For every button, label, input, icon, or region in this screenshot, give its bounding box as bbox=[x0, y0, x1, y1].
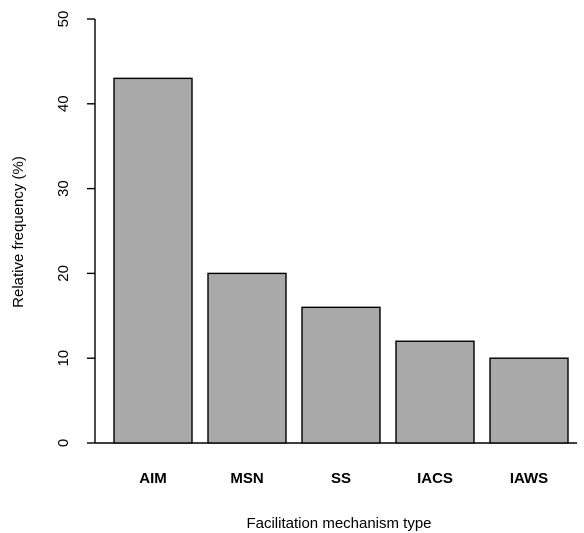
bar-iacs bbox=[395, 340, 475, 444]
y-tick-label: 20 bbox=[55, 265, 72, 282]
x-axis-title: Facilitation mechanism type bbox=[246, 515, 431, 532]
bar-iaws bbox=[489, 357, 569, 444]
y-tick-label: 50 bbox=[55, 11, 72, 28]
y-tick-label: 30 bbox=[55, 180, 72, 197]
bars bbox=[113, 77, 569, 444]
x-tick-label: IAWS bbox=[510, 470, 548, 487]
bar-msn bbox=[207, 272, 287, 444]
y-axis-title: Relative frequency (%) bbox=[10, 156, 27, 308]
bar-ss bbox=[301, 306, 381, 444]
bar-aim bbox=[113, 77, 193, 444]
x-axis-labels: AIM MSN SS IACS IAWS bbox=[139, 470, 548, 487]
x-tick-label: SS bbox=[331, 470, 351, 487]
x-tick-label: IACS bbox=[417, 470, 453, 487]
y-tick-label: 0 bbox=[55, 439, 72, 447]
x-tick-label: AIM bbox=[139, 470, 167, 487]
y-tick-label: 40 bbox=[55, 95, 72, 112]
y-tick-label: 10 bbox=[55, 350, 72, 367]
x-tick-label: MSN bbox=[230, 470, 263, 487]
